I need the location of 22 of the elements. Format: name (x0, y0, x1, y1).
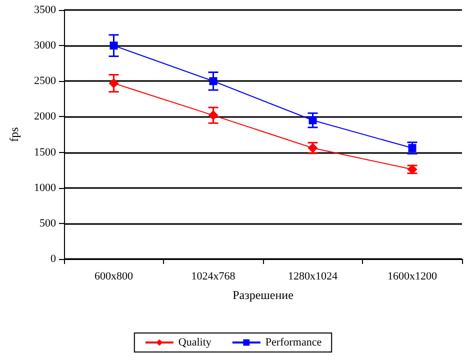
y-tick-label: 2500 (34, 75, 56, 88)
point (308, 116, 317, 124)
x-tick-label: 1600x1200 (388, 270, 438, 282)
point (408, 144, 416, 152)
y-tick-label: 3000 (34, 40, 56, 52)
legend-label: Quality (178, 336, 212, 348)
point (209, 77, 218, 86)
y-tick-label: 2000 (34, 110, 56, 123)
point (110, 42, 118, 50)
x-tick-label: 600x800 (94, 270, 134, 282)
y-tick-label: 0 (50, 253, 56, 265)
y-axis-title: fps (7, 126, 21, 142)
x-tick-label: 1280x1024 (288, 270, 338, 282)
point (108, 78, 119, 88)
y-tick-label: 1500 (34, 146, 56, 158)
legend-label: Performance (265, 336, 322, 348)
y-tick-label: 3500 (34, 4, 56, 16)
x-axis-title: Разрешение (232, 288, 294, 302)
y-tick-label: 500 (40, 217, 56, 230)
x-tick-label: 1024x768 (191, 270, 236, 282)
y-tick-label: 1000 (34, 182, 56, 194)
point (208, 110, 218, 120)
